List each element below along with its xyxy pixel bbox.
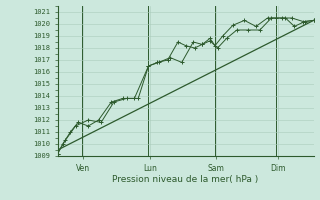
X-axis label: Pression niveau de la mer( hPa ): Pression niveau de la mer( hPa ) [112,175,259,184]
